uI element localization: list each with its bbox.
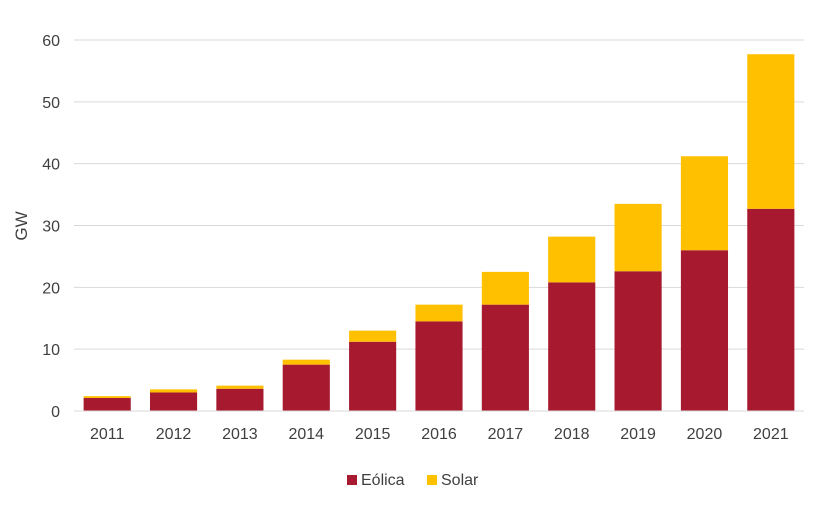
y-tick-label: 30 — [42, 219, 60, 236]
x-tick-label: 2017 — [488, 426, 524, 443]
x-tick-label: 2011 — [90, 426, 125, 443]
bar-e-lica-2011 — [83, 398, 131, 411]
bar-solar-2014 — [282, 359, 330, 365]
y-tick-label: 50 — [42, 95, 60, 112]
bar-e-lica-2013 — [216, 388, 264, 411]
legend-swatch — [427, 475, 437, 485]
legend-label: Eólica — [361, 472, 405, 489]
y-axis-label: GW — [12, 211, 31, 240]
legend-label: Solar — [441, 472, 479, 489]
legend: Eólica Solar — [347, 472, 479, 489]
bar-solar-2020 — [680, 156, 729, 251]
bars — [83, 54, 795, 411]
x-tick-label: 2016 — [421, 426, 457, 443]
bar-solar-2013 — [216, 385, 264, 389]
x-tick-label: 2015 — [355, 426, 391, 443]
bar-solar-2011 — [83, 396, 131, 399]
bar-e-lica-2012 — [149, 392, 198, 411]
legend-swatch — [347, 475, 357, 485]
bar-solar-2021 — [747, 54, 795, 209]
y-tick-label: 60 — [42, 33, 60, 50]
bar-solar-2016 — [415, 304, 463, 322]
x-tick-label: 2020 — [687, 426, 723, 443]
bar-solar-2018 — [548, 236, 596, 283]
bar-e-lica-2016 — [415, 321, 463, 411]
x-tick-label: 2018 — [554, 426, 590, 443]
x-tick-label: 2012 — [156, 426, 192, 443]
bar-solar-2015 — [349, 330, 397, 342]
bar-e-lica-2018 — [548, 282, 596, 411]
bar-e-lica-2014 — [282, 364, 330, 411]
y-tick-label: 40 — [42, 157, 60, 174]
bar-e-lica-2019 — [614, 271, 662, 411]
bar-e-lica-2021 — [747, 208, 795, 411]
y-tick-label: 0 — [51, 404, 60, 421]
bar-e-lica-2015 — [349, 341, 397, 411]
bar-solar-2017 — [481, 271, 529, 305]
y-tick-label: 20 — [42, 280, 60, 297]
y-axis-ticks: 0 10 20 30 40 50 60 — [42, 33, 60, 421]
x-axis-ticks: 2011 2012 2013 2014 2015 2016 2017 2018 2019 2020… — [90, 426, 789, 443]
bar-e-lica-2017 — [481, 304, 529, 411]
bar-e-lica-2020 — [680, 250, 729, 411]
bar-solar-2012 — [149, 389, 198, 393]
x-tick-label: 2021 — [753, 426, 789, 443]
bar-solar-2019 — [614, 203, 662, 272]
x-tick-label: 2019 — [620, 426, 656, 443]
x-tick-label: 2014 — [288, 426, 324, 443]
x-tick-label: 2013 — [222, 426, 258, 443]
y-tick-label: 10 — [42, 342, 60, 359]
